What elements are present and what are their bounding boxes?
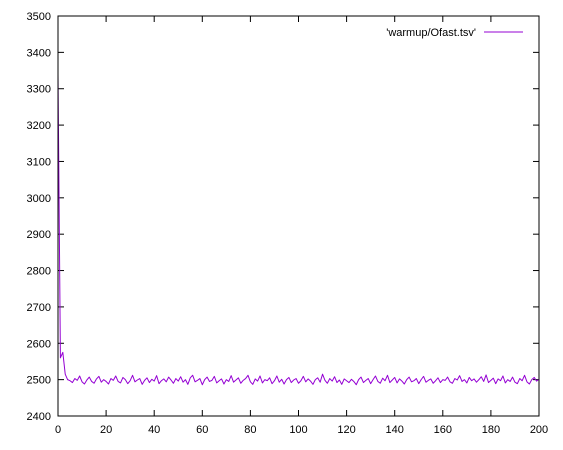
legend: 'warmup/Ofast.tsv' xyxy=(386,27,523,39)
y-tick-label: 3300 xyxy=(27,84,51,96)
x-tick-label: 200 xyxy=(530,424,548,436)
y-tick-label: 2400 xyxy=(27,411,51,423)
y-tick-label: 2500 xyxy=(27,375,51,387)
axis-ticks xyxy=(57,15,540,417)
y-tick-label: 3200 xyxy=(27,120,51,132)
x-tick-label: 120 xyxy=(337,424,355,436)
y-tick-label: 2900 xyxy=(27,229,51,241)
legend-label: 'warmup/Ofast.tsv' xyxy=(386,27,476,39)
y-tick-label: 3000 xyxy=(27,193,51,205)
y-tick-label: 2600 xyxy=(27,338,51,350)
y-tick-label: 2800 xyxy=(27,266,51,278)
x-tick-label: 60 xyxy=(196,424,208,436)
x-tick-label: 0 xyxy=(55,424,61,436)
y-tick-label: 3500 xyxy=(27,11,51,23)
x-tick-label: 100 xyxy=(289,424,307,436)
series-line-warmup-ofast xyxy=(57,74,540,386)
plot-frame xyxy=(57,15,540,417)
x-tick-label: 40 xyxy=(148,424,160,436)
x-tick-label: 160 xyxy=(434,424,452,436)
tick-labels: 2400 2500 2600 2700 2800 2900 3000 3100 3200 3300… xyxy=(27,11,549,436)
x-tick-label: 140 xyxy=(386,424,404,436)
x-tick-label: 20 xyxy=(100,424,112,436)
x-tick-label: 180 xyxy=(482,424,500,436)
y-tick-label: 3100 xyxy=(27,156,51,168)
y-tick-label: 2700 xyxy=(27,302,51,314)
x-tick-label: 80 xyxy=(244,424,256,436)
y-tick-label: 3400 xyxy=(27,47,51,59)
